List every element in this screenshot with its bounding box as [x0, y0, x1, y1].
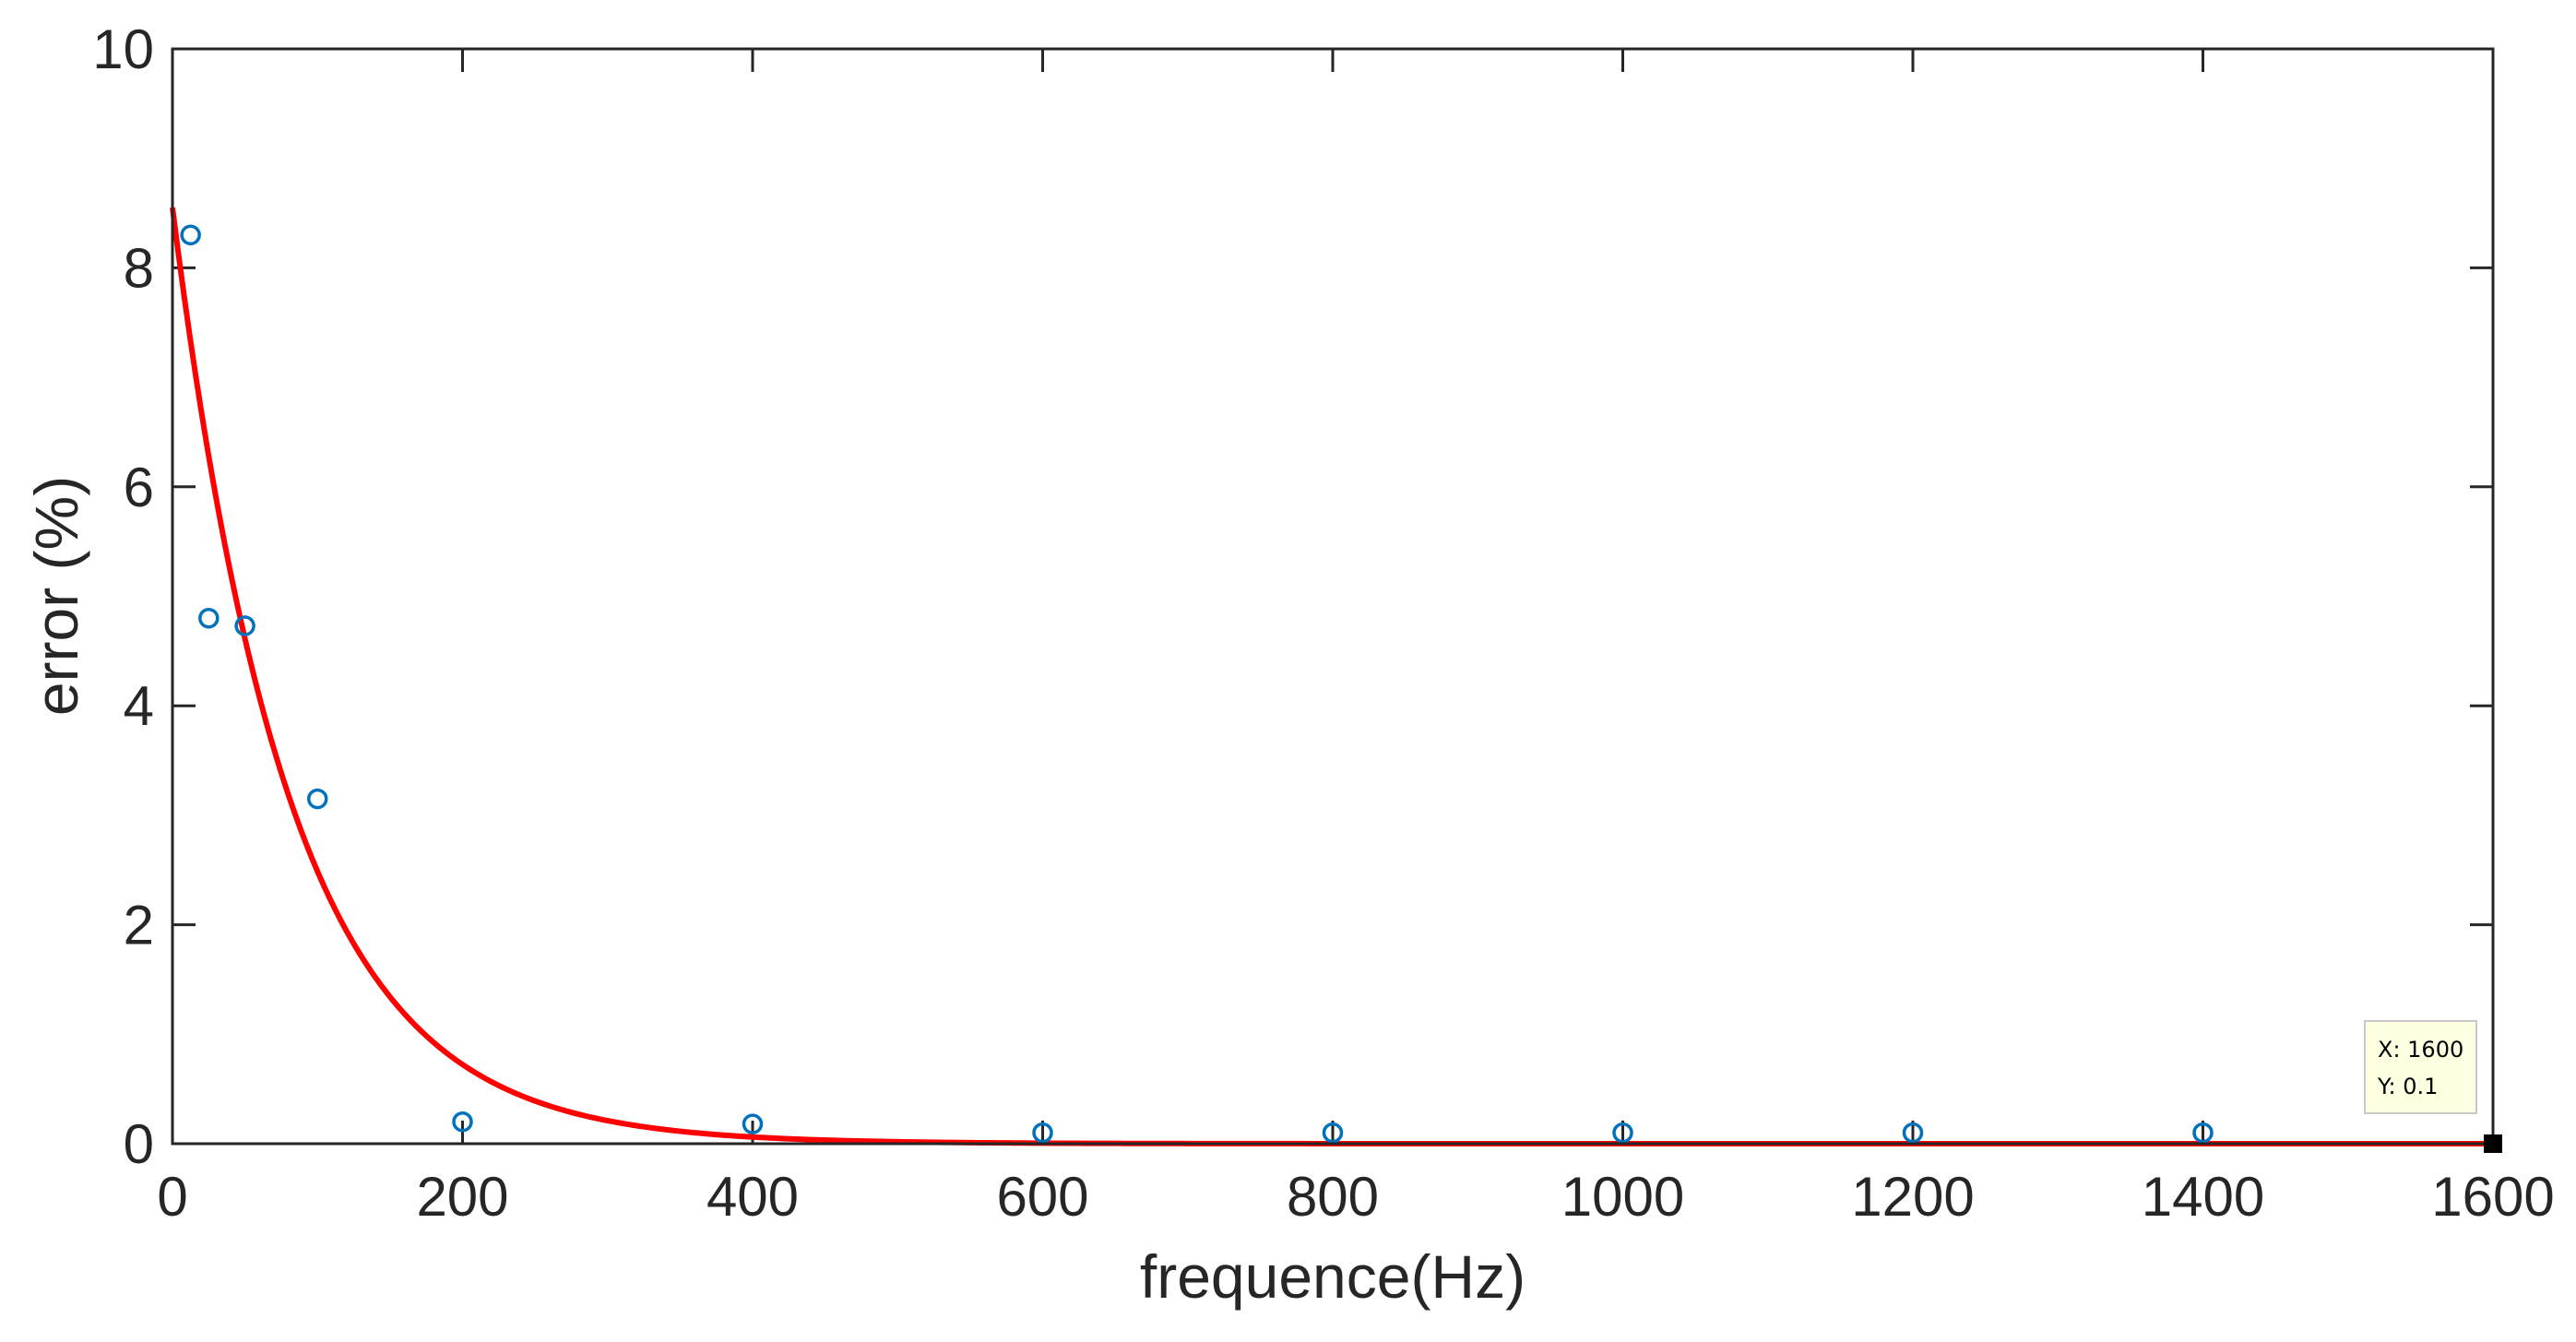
data-tip[interactable]: X: 1600 Y: 0.1 — [2364, 1020, 2502, 1153]
y-tick-label: 4 — [124, 675, 154, 737]
plot-box — [171, 47, 2495, 1146]
x-tick-label: 800 — [1287, 1166, 1379, 1228]
x-axis-label: frequence(Hz) — [1140, 1242, 1525, 1311]
data-point — [1612, 1122, 1633, 1144]
y-tick-label: 2 — [124, 895, 154, 956]
y-tick-label: 6 — [124, 457, 154, 518]
data-tip-box — [2364, 1020, 2477, 1114]
data-tip-x-text: X: 1600 — [2378, 1037, 2463, 1063]
markers — [180, 224, 2214, 1144]
data-tip-y-text: Y: 0.1 — [2377, 1074, 2438, 1099]
data-point — [742, 1113, 764, 1134]
y-axis-label: error (%) — [22, 476, 90, 716]
x-tick-label: 400 — [706, 1166, 799, 1228]
tick-labels: 0 200 400 600 800 1000 1200 1400 1600 0 2 4 6 8 10 — [92, 18, 2554, 1228]
data-point — [198, 607, 220, 629]
data-point — [1902, 1122, 1924, 1144]
x-tick-label: 600 — [996, 1166, 1088, 1228]
x-tick-label: 1200 — [1851, 1166, 1974, 1228]
data-tip-marker[interactable] — [2484, 1134, 2502, 1153]
data-point — [234, 615, 255, 636]
x-tick-label: 1000 — [1561, 1166, 1684, 1228]
data-point — [1322, 1122, 1344, 1144]
y-tick-label: 0 — [124, 1113, 154, 1175]
y-tick-label: 8 — [124, 237, 154, 299]
data-point — [452, 1111, 473, 1133]
data-point — [307, 788, 328, 810]
x-tick-label: 200 — [416, 1166, 508, 1228]
x-tick-label: 1400 — [2142, 1166, 2264, 1228]
data-point — [2192, 1122, 2214, 1144]
data-point — [1032, 1122, 1053, 1144]
data-point — [180, 224, 201, 246]
plot-area — [172, 49, 2493, 1144]
x-tick-label: 1600 — [2431, 1166, 2554, 1228]
x-tick-label: 0 — [157, 1166, 187, 1228]
y-tick-label: 10 — [92, 18, 154, 80]
